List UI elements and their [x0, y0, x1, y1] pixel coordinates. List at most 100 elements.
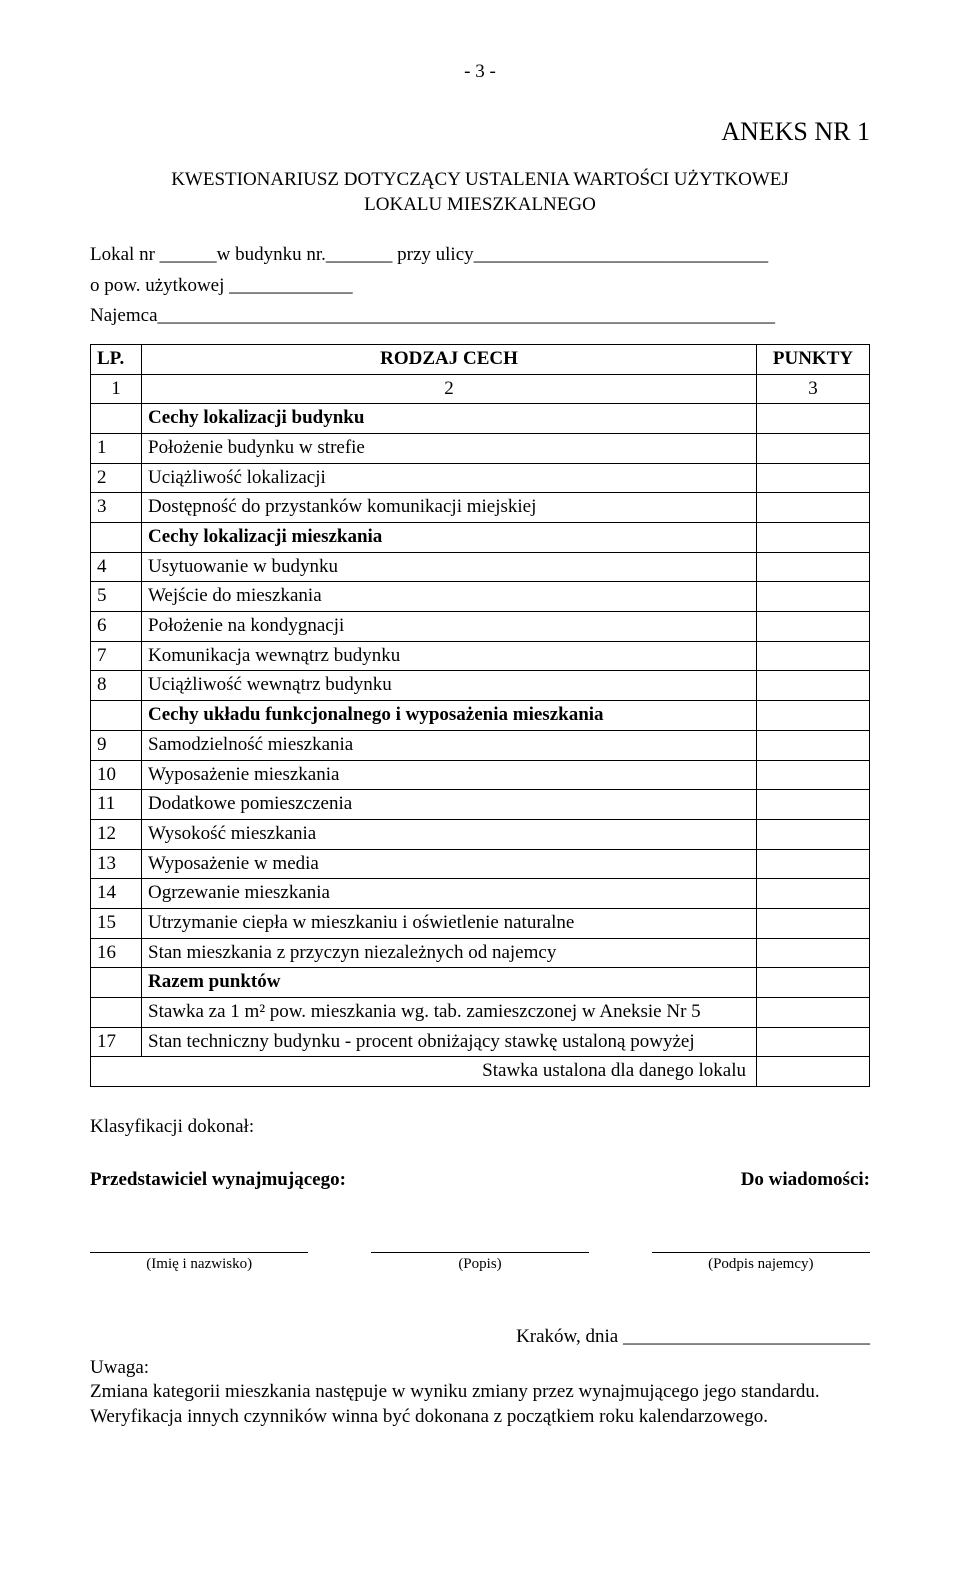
row-pts: [757, 523, 870, 553]
row-pts: [757, 671, 870, 701]
table-row: 4Usytuowanie w budynku: [91, 552, 870, 582]
table-header-row: LP. RODZAJ CECH PUNKTY: [91, 344, 870, 374]
row-pts: [757, 1027, 870, 1057]
row-pts: [757, 938, 870, 968]
table-row: Cechy układu funkcjonalnego i wyposażeni…: [91, 701, 870, 731]
table-row: 2Uciążliwość lokalizacji: [91, 463, 870, 493]
row-text: Cechy układu funkcjonalnego i wyposażeni…: [142, 701, 757, 731]
przedstawiciel-label: Przedstawiciel wynajmującego:: [90, 1168, 480, 1193]
row-num: 7: [91, 641, 142, 671]
uwaga-text: Zmiana kategorii mieszkania następuje w …: [90, 1381, 820, 1427]
row-text: Komunikacja wewnątrz budynku: [142, 641, 757, 671]
row-text: Utrzymanie ciepła w mieszkaniu i oświetl…: [142, 908, 757, 938]
row-num: [91, 968, 142, 998]
row-text: Dodatkowe pomieszczenia: [142, 790, 757, 820]
sig-center: (Popis): [371, 1252, 589, 1275]
row-pts: [757, 433, 870, 463]
uwaga-block: Uwaga: Zmiana kategorii mieszkania nastę…: [90, 1356, 870, 1430]
table-row: 1Położenie budynku w strefie: [91, 433, 870, 463]
form-lokal: Lokal nr ______w budynku nr._______ przy…: [90, 243, 870, 268]
row-pts: [757, 701, 870, 731]
row-pts: [757, 819, 870, 849]
annex-title: ANEKS NR 1: [90, 115, 870, 149]
table-row: 12Wysokość mieszkania: [91, 819, 870, 849]
doc-title: KWESTIONARIUSZ DOTYCZĄCY USTALENIA WARTO…: [90, 168, 870, 217]
do-wiadomosci-label: Do wiadomości:: [480, 1168, 870, 1193]
row-text: Wyposażenie w media: [142, 849, 757, 879]
row-pts: [757, 968, 870, 998]
table-row: 6Położenie na kondygnacji: [91, 612, 870, 642]
table-row: 10Wyposażenie mieszkania: [91, 760, 870, 790]
row-pts: [757, 908, 870, 938]
row-text: Wejście do mieszkania: [142, 582, 757, 612]
row-text: Wyposażenie mieszkania: [142, 760, 757, 790]
row-num: 13: [91, 849, 142, 879]
date-line: Kraków, dnia __________________________: [90, 1325, 870, 1350]
row-pts: [757, 552, 870, 582]
row-pts: [757, 493, 870, 523]
page-number: - 3 -: [90, 60, 870, 85]
table-row: 15Utrzymanie ciepła w mieszkaniu i oświe…: [91, 908, 870, 938]
row-pts: [757, 404, 870, 434]
row-text: Uciążliwość lokalizacji: [142, 463, 757, 493]
table-row: 13Wyposażenie w media: [91, 849, 870, 879]
row-num: 14: [91, 879, 142, 909]
row-pts: [757, 582, 870, 612]
row-num: 16: [91, 938, 142, 968]
row-pts: [757, 879, 870, 909]
row-text: Cechy lokalizacji budynku: [142, 404, 757, 434]
row-num: 17: [91, 1027, 142, 1057]
th-punkty: PUNKTY: [757, 344, 870, 374]
row-num: 3: [91, 493, 142, 523]
th-lp: LP.: [91, 344, 142, 374]
table-row: 11Dodatkowe pomieszczenia: [91, 790, 870, 820]
th-sub-1: 1: [91, 374, 142, 404]
row-text: Usytuowanie w budynku: [142, 552, 757, 582]
row-num: 10: [91, 760, 142, 790]
final-row-pts: [757, 1057, 870, 1087]
row-pts: [757, 849, 870, 879]
row-text: Ogrzewanie mieszkania: [142, 879, 757, 909]
row-num: [91, 998, 142, 1028]
th-sub-3: 3: [757, 374, 870, 404]
table-subheader-row: 1 2 3: [91, 374, 870, 404]
row-pts: [757, 463, 870, 493]
row-pts: [757, 760, 870, 790]
row-text: Stan mieszkania z przyczyn niezależnych …: [142, 938, 757, 968]
table-row: Cechy lokalizacji mieszkania: [91, 523, 870, 553]
row-num: 9: [91, 730, 142, 760]
row-num: [91, 523, 142, 553]
row-text: Razem punktów: [142, 968, 757, 998]
row-num: 12: [91, 819, 142, 849]
signature-labels-row: (Imię i nazwisko) (Popis) (Podpis najemc…: [90, 1252, 870, 1275]
table-row: Cechy lokalizacji budynku: [91, 404, 870, 434]
row-text: Samodzielność mieszkania: [142, 730, 757, 760]
row-pts: [757, 998, 870, 1028]
th-rodzaj: RODZAJ CECH: [142, 344, 757, 374]
form-pow: o pow. użytkowej _____________: [90, 274, 870, 299]
row-pts: [757, 790, 870, 820]
row-text: Stan techniczny budynku - procent obniża…: [142, 1027, 757, 1057]
row-pts: [757, 641, 870, 671]
title-line-2: LOKALU MIESZKALNEGO: [90, 193, 870, 218]
row-text: Dostępność do przystanków komunikacji mi…: [142, 493, 757, 523]
table-row: Stawka za 1 m² pow. mieszkania wg. tab. …: [91, 998, 870, 1028]
row-text: Stawka za 1 m² pow. mieszkania wg. tab. …: [142, 998, 757, 1028]
row-num: 8: [91, 671, 142, 701]
row-text: Wysokość mieszkania: [142, 819, 757, 849]
sig-right: (Podpis najemcy): [652, 1252, 870, 1275]
th-sub-2: 2: [142, 374, 757, 404]
table-row: 3Dostępność do przystanków komunikacji m…: [91, 493, 870, 523]
row-num: 2: [91, 463, 142, 493]
klasyfikacji-label: Klasyfikacji dokonał:: [90, 1115, 870, 1140]
table-row: 16Stan mieszkania z przyczyn niezależnyc…: [91, 938, 870, 968]
table-row: 17Stan techniczny budynku - procent obni…: [91, 1027, 870, 1057]
row-num: 5: [91, 582, 142, 612]
row-text: Cechy lokalizacji mieszkania: [142, 523, 757, 553]
final-row-text: Stawka ustalona dla danego lokalu: [91, 1057, 757, 1087]
table-row: 9Samodzielność mieszkania: [91, 730, 870, 760]
table-final-row: Stawka ustalona dla danego lokalu: [91, 1057, 870, 1087]
title-line-1: KWESTIONARIUSZ DOTYCZĄCY USTALENIA WARTO…: [90, 168, 870, 193]
row-num: 6: [91, 612, 142, 642]
row-num: 11: [91, 790, 142, 820]
